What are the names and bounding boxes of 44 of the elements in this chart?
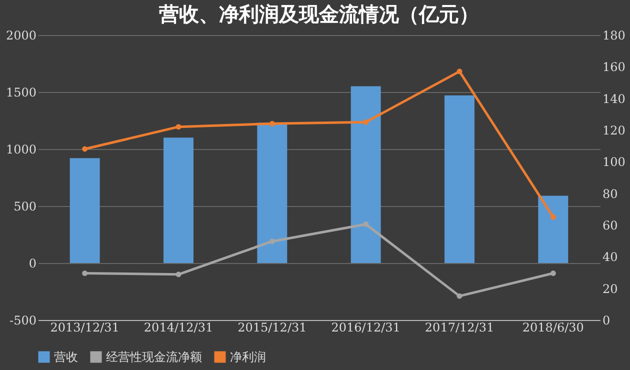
bar	[164, 138, 194, 263]
point	[363, 222, 369, 227]
y2-tick-label: 180	[602, 28, 626, 42]
y-tick-label: 1500	[6, 86, 36, 100]
y2-tick-label: 100	[602, 155, 626, 170]
y-tick-label: 0	[28, 256, 36, 270]
point	[82, 270, 88, 276]
bar	[257, 122, 288, 263]
point	[82, 146, 88, 152]
point	[176, 124, 182, 130]
y2-tick-label: 120	[602, 124, 626, 138]
bar	[70, 158, 100, 263]
y2-tick-label: 60	[602, 218, 618, 232]
y2-tick-label: 20	[602, 282, 618, 296]
point	[269, 238, 275, 244]
bar	[350, 86, 381, 263]
bar	[444, 95, 474, 263]
y2-tick-label: 40	[602, 250, 618, 264]
legend-label: 净利润	[230, 350, 266, 364]
chart-title: 营收、净利润及现金流情况（亿元）	[158, 2, 479, 26]
y2-tick-label: 0	[602, 314, 610, 328]
point	[456, 293, 462, 299]
y2-tick-label: 140	[602, 92, 626, 106]
y-tick-label: 2000	[6, 28, 36, 42]
bar	[538, 196, 568, 263]
point	[176, 272, 182, 278]
x-tick-label: 2015/12/31	[238, 320, 307, 334]
point	[269, 120, 275, 126]
x-tick-label: 2018/6/30	[522, 320, 584, 334]
legend-label: 营收	[54, 350, 78, 364]
y2-tick-label: 80	[602, 186, 618, 201]
point	[456, 68, 462, 74]
x-tick-label: 2017/12/31	[424, 320, 494, 334]
x-tick-label: 2014/12/31	[144, 320, 214, 334]
legend-label: 经营性现金流净额	[106, 350, 202, 364]
x-tick-label: 2013/12/31	[50, 320, 120, 334]
y2-tick-label: 160	[602, 60, 626, 74]
point	[550, 214, 556, 220]
x-tick-label: 2016/12/31	[331, 320, 400, 334]
y-tick-label: 1000	[6, 142, 36, 156]
point	[363, 119, 369, 125]
y-tick-label: -500	[10, 314, 36, 328]
y-tick-label: 500	[14, 200, 36, 214]
point	[550, 270, 556, 276]
